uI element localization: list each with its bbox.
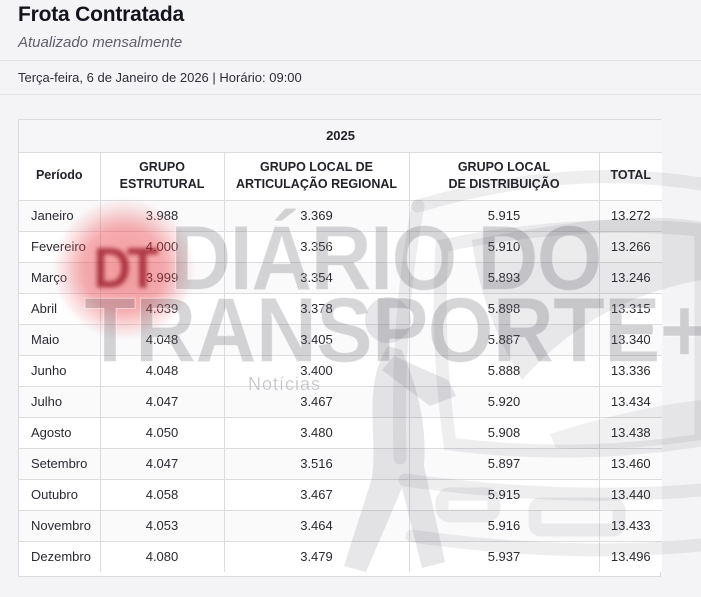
value-cell: 3.464 [223, 509, 410, 542]
value-cell: 3.516 [223, 447, 410, 480]
column-header-structural-line2: ESTRUTURAL [119, 177, 205, 191]
month-cell: Setembro [18, 447, 101, 480]
value-cell: 5.898 [408, 292, 600, 325]
month-cell: Março [18, 261, 101, 294]
column-header-distribution-line2: DE DISTRIBUIÇÃO [448, 177, 560, 191]
table-row: Agosto 4.050 3.480 5.908 13.438 [18, 416, 663, 449]
value-cell: 5.915 [408, 199, 600, 232]
total-cell: 13.440 [598, 478, 663, 511]
value-cell: 5.916 [408, 509, 600, 542]
total-cell: 13.434 [598, 385, 663, 418]
value-cell: 3.400 [223, 354, 410, 387]
table-row: Dezembro 4.080 3.479 5.937 13.496 [18, 540, 663, 573]
table-row: Junho 4.048 3.400 5.888 13.336 [18, 354, 663, 387]
value-cell: 3.988 [99, 199, 225, 232]
value-cell: 4.053 [99, 509, 225, 542]
month-cell: Janeiro [18, 199, 101, 232]
month-cell: Dezembro [18, 540, 101, 573]
month-cell: Maio [18, 323, 101, 356]
date-bar: Terça-feira, 6 de Janeiro de 2026 | Horá… [0, 60, 701, 95]
month-cell: Agosto [18, 416, 101, 449]
value-cell: 3.356 [223, 230, 410, 263]
value-cell: 4.047 [99, 385, 225, 418]
page-header: Frota Contratada Atualizado mensalmente [0, 0, 701, 51]
page-title: Frota Contratada [18, 3, 184, 26]
column-header-articulation-line1: GRUPO LOCAL DE [260, 159, 373, 174]
column-header-structural: GRUPO ESTRUTURAL [99, 151, 225, 201]
value-cell: 5.887 [408, 323, 600, 356]
month-cell: Novembro [18, 509, 101, 542]
value-cell: 4.047 [99, 447, 225, 480]
total-cell: 13.340 [598, 323, 663, 356]
page-subtitle: Atualizado mensalmente [18, 34, 183, 51]
fleet-table-head: 2025 Período GRUPO ESTRUTURAL GRUPO LOCA… [18, 119, 663, 201]
year-row: 2025 [18, 119, 663, 153]
value-cell: 3.405 [223, 323, 410, 356]
value-cell: 3.467 [223, 385, 410, 418]
column-header-total-label: TOTAL [610, 168, 652, 183]
value-cell: 3.467 [223, 478, 410, 511]
value-cell: 3.354 [223, 261, 410, 294]
month-cell: Junho [18, 354, 101, 387]
column-header-distribution: GRUPO LOCAL DE DISTRIBUIÇÃO [408, 151, 600, 201]
table-row: Setembro 4.047 3.516 5.897 13.460 [18, 447, 663, 480]
total-cell: 13.266 [598, 230, 663, 263]
value-cell: 3.480 [223, 416, 410, 449]
column-header-total: TOTAL [598, 151, 663, 201]
table-row: Janeiro 3.988 3.369 5.915 13.272 [18, 199, 663, 232]
fleet-table: 2025 Período GRUPO ESTRUTURAL GRUPO LOCA… [18, 119, 663, 573]
value-cell: 4.050 [99, 416, 225, 449]
value-cell: 5.908 [408, 416, 600, 449]
fleet-table-body: Janeiro 3.988 3.369 5.915 13.272 Fevereiro 4.0… [18, 199, 663, 573]
year-header: 2025 [18, 119, 663, 153]
column-header-row: Período GRUPO ESTRUTURAL GRUPO LOCAL DE … [18, 151, 663, 201]
total-cell: 13.315 [598, 292, 663, 325]
total-cell: 13.433 [598, 509, 663, 542]
value-cell: 4.048 [99, 323, 225, 356]
value-cell: 3.369 [223, 199, 410, 232]
value-cell: 5.915 [408, 478, 600, 511]
table-row: Abril 4.039 3.378 5.898 13.315 [18, 292, 663, 325]
value-cell: 5.893 [408, 261, 600, 294]
value-cell: 3.378 [223, 292, 410, 325]
column-header-articulation-line2: ARTICULAÇÃO REGIONAL [235, 177, 398, 191]
value-cell: 5.888 [408, 354, 600, 387]
total-cell: 13.246 [598, 261, 663, 294]
value-cell: 5.937 [408, 540, 600, 573]
value-cell: 4.048 [99, 354, 225, 387]
month-cell: Julho [18, 385, 101, 418]
value-cell: 3.999 [99, 261, 225, 294]
table-row: Julho 4.047 3.467 5.920 13.434 [18, 385, 663, 418]
month-cell: Fevereiro [18, 230, 101, 263]
total-cell: 13.496 [598, 540, 663, 573]
table-row: Fevereiro 4.000 3.356 5.910 13.266 [18, 230, 663, 263]
column-header-period-label: Período [35, 168, 83, 183]
date-text: Terça-feira, 6 de Janeiro de 2026 | Horá… [18, 70, 302, 85]
total-cell: 13.460 [598, 447, 663, 480]
total-cell: 13.336 [598, 354, 663, 387]
value-cell: 4.000 [99, 230, 225, 263]
month-cell: Abril [18, 292, 101, 325]
value-cell: 4.039 [99, 292, 225, 325]
value-cell: 5.920 [408, 385, 600, 418]
total-cell: 13.438 [598, 416, 663, 449]
month-cell: Outubro [18, 478, 101, 511]
column-header-distribution-line1: GRUPO LOCAL [457, 159, 551, 174]
column-header-structural-line1: GRUPO [139, 159, 185, 174]
table-row: Março 3.999 3.354 5.893 13.246 [18, 261, 663, 294]
table-row: Outubro 4.058 3.467 5.915 13.440 [18, 478, 663, 511]
value-cell: 5.897 [408, 447, 600, 480]
table-row: Novembro 4.053 3.464 5.916 13.433 [18, 509, 663, 542]
column-header-articulation: GRUPO LOCAL DE ARTICULAÇÃO REGIONAL [223, 151, 410, 201]
value-cell: 4.058 [99, 478, 225, 511]
value-cell: 5.910 [408, 230, 600, 263]
total-cell: 13.272 [598, 199, 663, 232]
column-header-period: Período [18, 151, 101, 201]
table-row: Maio 4.048 3.405 5.887 13.340 [18, 323, 663, 356]
fleet-table-card: 2025 Período GRUPO ESTRUTURAL GRUPO LOCA… [18, 119, 663, 577]
value-cell: 3.479 [223, 540, 410, 573]
value-cell: 4.080 [99, 540, 225, 573]
